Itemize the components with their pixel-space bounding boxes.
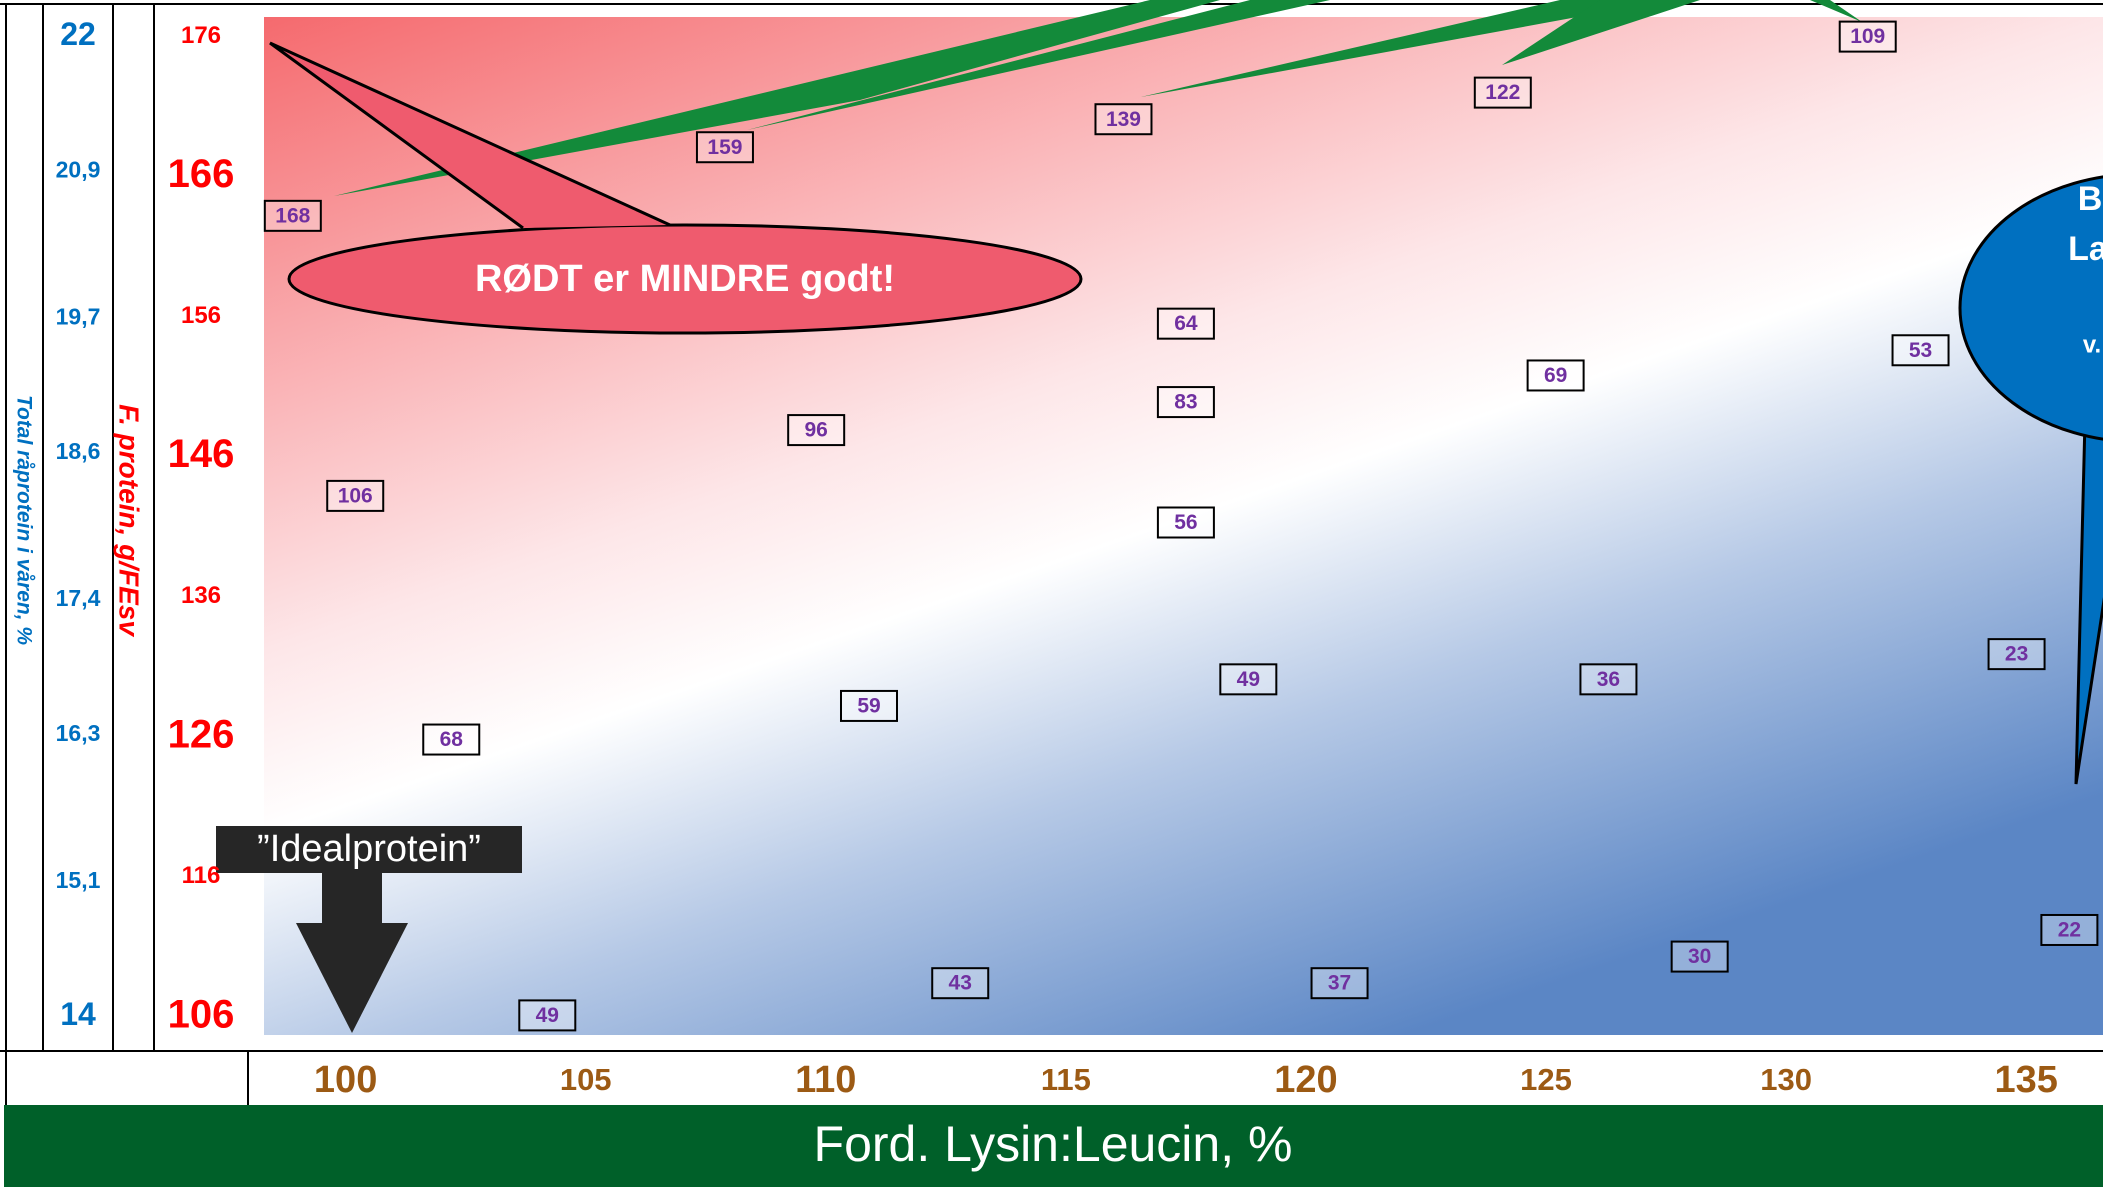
annotation: v.: [2083, 331, 2101, 358]
y2-tick-label: 17,4: [56, 585, 101, 611]
annotation: B: [2078, 180, 2103, 218]
y2-tick-label: 19,7: [56, 303, 101, 329]
point-box: [1094, 103, 1153, 136]
point-label: 106: [338, 484, 373, 507]
point-label: 159: [707, 136, 742, 159]
y-tick-label: 106: [168, 992, 235, 1036]
y-tick-label: 116: [182, 862, 221, 889]
point-label: 56: [1174, 511, 1197, 534]
point-label: 69: [1544, 364, 1567, 387]
x-tick-label: 125: [1520, 1062, 1572, 1097]
y-tick-label: 146: [168, 432, 235, 476]
point-box: [263, 199, 322, 232]
x-tick-label: 135: [1994, 1059, 2057, 1101]
point-label: 30: [1688, 945, 1711, 968]
point-box: [1156, 506, 1215, 539]
point-label: 68: [440, 728, 464, 751]
point-box: [1670, 940, 1729, 973]
y2-tick-label: 20,9: [56, 156, 101, 182]
point-box: [1156, 307, 1215, 340]
point-label: 59: [857, 694, 880, 717]
point-box: [1473, 76, 1532, 109]
point-label: 37: [1328, 972, 1351, 995]
annotation: La: [2068, 230, 2103, 268]
x-tick-label: 105: [560, 1062, 612, 1097]
point-box: [1891, 334, 1950, 367]
point-box: [695, 131, 754, 164]
blue-callout: [1958, 175, 2103, 785]
point-label: 83: [1174, 391, 1197, 414]
x-tick-label: 120: [1274, 1059, 1337, 1101]
y2-tick-label: 14: [60, 996, 96, 1032]
point-box: [1526, 359, 1585, 392]
point-label: 23: [2005, 643, 2028, 666]
green-arrows: [334, 0, 1862, 196]
y2-tick-label: 18,6: [56, 438, 101, 464]
point-label: 96: [805, 419, 828, 442]
x-tick-label: 110: [795, 1059, 856, 1101]
point-box: [2040, 913, 2099, 946]
annotation: ”Idealprotein”: [257, 828, 481, 870]
point-label: 122: [1485, 81, 1520, 104]
y-tick-label: 176: [181, 22, 221, 49]
point-label: 49: [1237, 668, 1260, 691]
point-box: [422, 723, 481, 756]
point-label: 53: [1909, 339, 1932, 362]
y2-tick-label: 15,1: [56, 867, 101, 893]
y2-tick-label: 16,3: [56, 720, 101, 746]
x-axis-label: Ford. Lysin:Leucin, %: [814, 1116, 1293, 1172]
y-tick-label: 126: [168, 712, 235, 756]
x-tick-label: 115: [1041, 1062, 1091, 1097]
ideal-arrow: [216, 826, 522, 1033]
point-box: [931, 967, 990, 1000]
y2-tick-label: 22: [60, 16, 96, 52]
x-tick-label: 130: [1760, 1062, 1812, 1097]
point-box: [1219, 663, 1278, 696]
point-label: 64: [1174, 312, 1198, 335]
point-label: 36: [1597, 668, 1620, 691]
point-label: 43: [949, 972, 972, 995]
point-box: [839, 689, 898, 722]
point-box: [1310, 967, 1369, 1000]
red-callout: [269, 41, 1083, 335]
y2-axis-label: Total råprotein i våren, %: [12, 395, 35, 645]
point-box: [1987, 638, 2046, 671]
point-box: [326, 479, 385, 512]
point-box: [1156, 386, 1215, 419]
annotation: RØDT er MINDRE godt!: [475, 258, 895, 300]
point-label: 109: [1850, 25, 1885, 48]
point-label: 139: [1106, 108, 1141, 131]
frame: [0, 3, 2103, 1105]
point-box: [1838, 20, 1897, 53]
x-tick-label: 100: [314, 1059, 377, 1101]
point-label: 22: [2058, 919, 2081, 942]
point-box: [787, 414, 846, 447]
point-box: [1579, 663, 1638, 696]
y-tick-label: 156: [181, 302, 221, 329]
x-label-band: [4, 1105, 2103, 1187]
point-box: [518, 999, 577, 1032]
point-label: 168: [275, 204, 310, 227]
y-tick-label: 136: [181, 582, 221, 609]
point-label: 49: [536, 1004, 559, 1027]
y-axis-label: F. protein, g/FEsv: [114, 404, 145, 637]
y-tick-label: 166: [168, 152, 235, 196]
